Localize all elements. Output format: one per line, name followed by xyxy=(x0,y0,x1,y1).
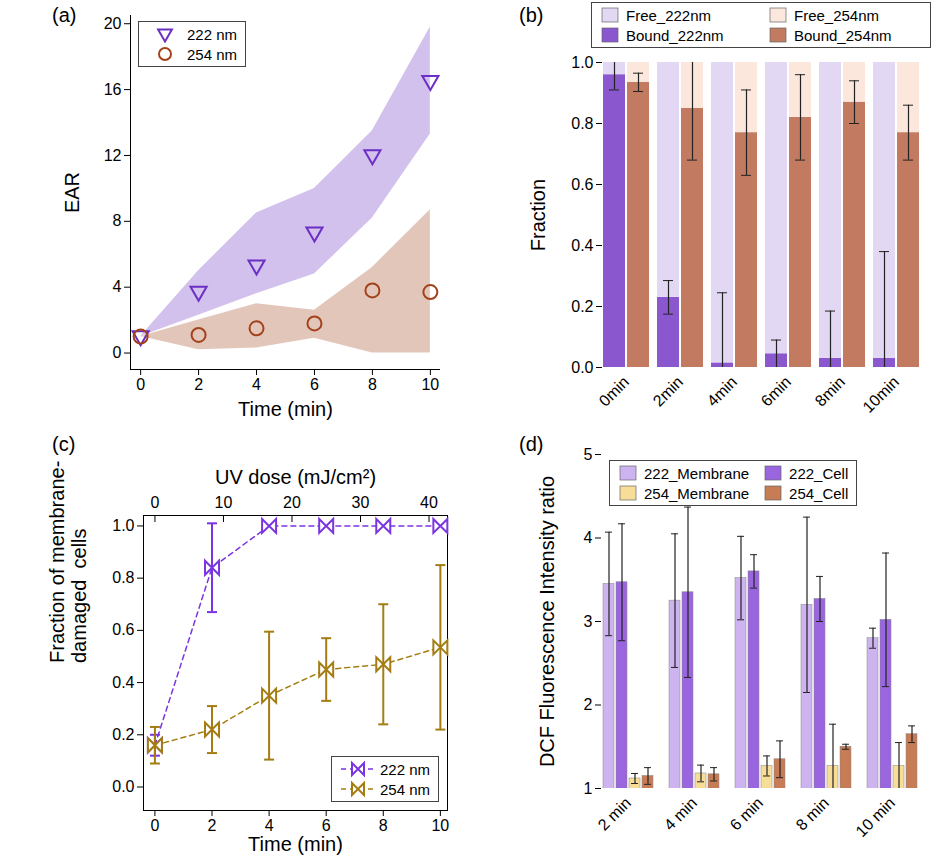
svg-text:10: 10 xyxy=(431,817,449,834)
svg-text:UV dose (mJ/cm²): UV dose (mJ/cm²) xyxy=(215,466,376,488)
svg-text:12: 12 xyxy=(104,147,122,164)
svg-text:0.4: 0.4 xyxy=(112,674,134,691)
html-text:222_Membrane: 222_Membrane xyxy=(644,464,750,482)
svg-text:0.0: 0.0 xyxy=(571,359,593,376)
svg-text:1: 1 xyxy=(584,780,593,797)
svg-text:0.4: 0.4 xyxy=(571,237,593,254)
svg-text:8min: 8min xyxy=(812,373,849,410)
svg-text:0.0: 0.0 xyxy=(112,778,134,795)
svg-text:1.0: 1.0 xyxy=(112,517,134,534)
svg-text:4: 4 xyxy=(252,376,261,393)
svg-text:10min: 10min xyxy=(859,373,902,416)
svg-text:40: 40 xyxy=(420,494,438,511)
html-text:254_Membrane: 254_Membrane xyxy=(644,484,750,502)
html-text:254 nm: 254 nm xyxy=(187,45,237,63)
svg-text:16: 16 xyxy=(104,81,122,98)
svg-text:1.0: 1.0 xyxy=(571,54,593,71)
svg-text:8: 8 xyxy=(113,212,122,229)
svg-text:4: 4 xyxy=(113,278,122,295)
svg-text:3: 3 xyxy=(584,613,593,630)
svg-text:10: 10 xyxy=(215,494,233,511)
html-text:Free_254nm: Free_254nm xyxy=(794,6,880,24)
svg-text:0.8: 0.8 xyxy=(571,115,593,132)
svg-text:0.2: 0.2 xyxy=(112,726,134,743)
svg-text:4: 4 xyxy=(584,529,593,546)
svg-text:30: 30 xyxy=(352,494,370,511)
svg-text:0.2: 0.2 xyxy=(571,298,593,315)
svg-text:6: 6 xyxy=(322,817,331,834)
svg-text:0: 0 xyxy=(150,817,159,834)
svg-text:2: 2 xyxy=(194,376,203,393)
svg-text:0: 0 xyxy=(136,376,145,393)
html-text:(c): (c) xyxy=(52,433,76,455)
svg-text:20: 20 xyxy=(283,494,301,511)
svg-text:Time (min): Time (min) xyxy=(238,398,333,420)
svg-text:0.8: 0.8 xyxy=(112,569,134,586)
svg-text:4 min: 4 min xyxy=(661,794,701,834)
svg-text:Time (min): Time (min) xyxy=(248,833,343,855)
svg-text:0min: 0min xyxy=(596,373,633,410)
svg-text:2: 2 xyxy=(208,817,217,834)
html-text:222 nm: 222 nm xyxy=(380,760,430,778)
svg-text:0.6: 0.6 xyxy=(112,621,134,638)
html-text:(b): (b) xyxy=(519,4,544,26)
html-text:Free_222nm: Free_222nm xyxy=(626,6,712,24)
svg-text:4min: 4min xyxy=(704,373,741,410)
html-text:Bound_222nm: Bound_222nm xyxy=(626,26,724,44)
svg-text:0: 0 xyxy=(150,494,159,511)
svg-text:8: 8 xyxy=(368,376,377,393)
svg-text:6min: 6min xyxy=(758,373,795,410)
svg-text:6: 6 xyxy=(310,376,319,393)
html-text:254 nm: 254 nm xyxy=(380,780,430,798)
svg-text:2 min: 2 min xyxy=(595,794,635,834)
html-text:Bound_254nm: Bound_254nm xyxy=(794,26,892,44)
svg-text:8 min: 8 min xyxy=(793,794,833,834)
svg-text:10 min: 10 min xyxy=(852,794,898,840)
svg-text:5: 5 xyxy=(584,446,593,463)
html-text:222 nm: 222 nm xyxy=(187,25,237,43)
html-text:(d): (d) xyxy=(519,433,544,455)
svg-text:Fraction of membrane-damaged: Fraction of membrane-damaged cells xyxy=(46,461,90,663)
svg-text:2min: 2min xyxy=(650,373,687,410)
html-text:(a): (a) xyxy=(52,4,77,26)
svg-text:10: 10 xyxy=(421,376,439,393)
html-text:254_Cell: 254_Cell xyxy=(789,484,849,502)
svg-text:0: 0 xyxy=(113,344,122,361)
svg-text:0.6: 0.6 xyxy=(571,176,593,193)
svg-text:4: 4 xyxy=(265,817,274,834)
html-text:222_Cell: 222_Cell xyxy=(789,464,849,482)
svg-text:Fraction: Fraction xyxy=(527,179,549,251)
svg-text:6 min: 6 min xyxy=(727,794,767,834)
svg-text:20: 20 xyxy=(104,15,122,32)
svg-text:2: 2 xyxy=(584,696,593,713)
svg-text:8: 8 xyxy=(379,817,388,834)
svg-text:DCF Fluorescence Intensity rat: DCF Fluorescence Intensity ratio xyxy=(536,476,558,767)
svg-text:EAR: EAR xyxy=(61,172,83,213)
